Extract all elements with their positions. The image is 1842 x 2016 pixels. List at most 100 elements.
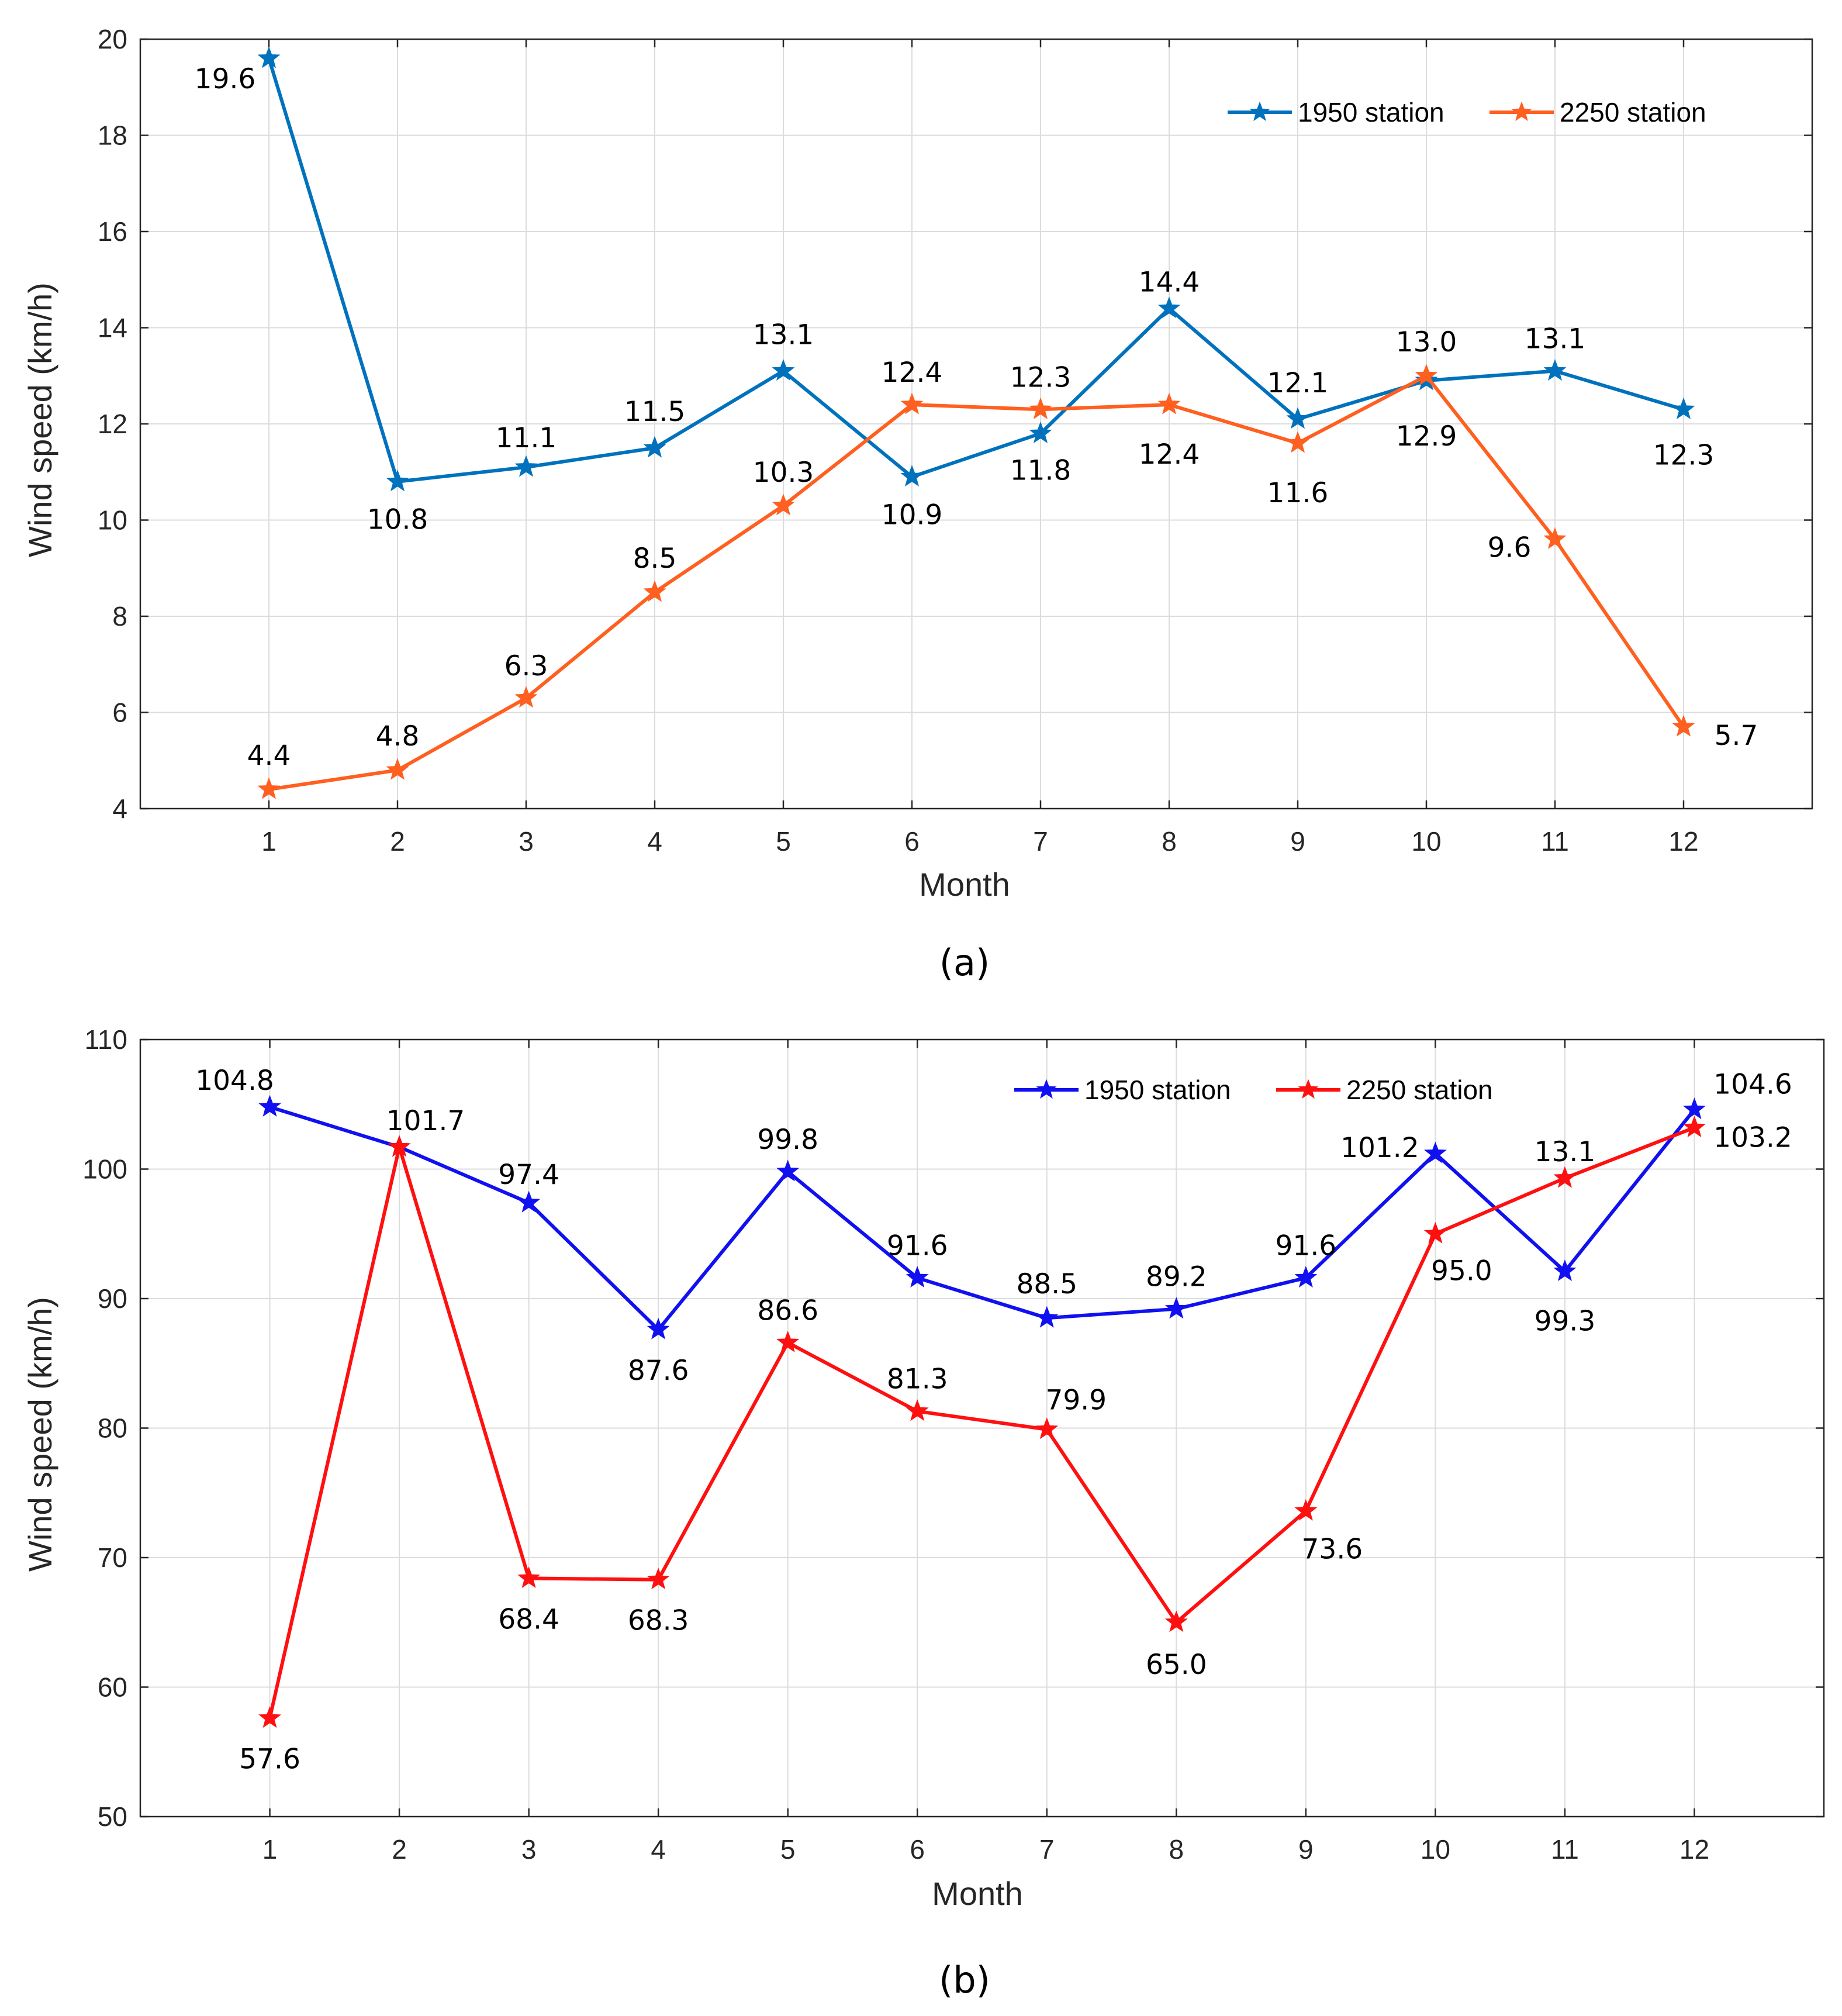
- legend-label: 2250 station: [1346, 1075, 1493, 1105]
- data-label: 12.4: [1139, 439, 1200, 471]
- x-tick-label: 1: [262, 1834, 278, 1865]
- y-tick-label: 70: [98, 1542, 127, 1573]
- data-label: 12.1: [1267, 367, 1329, 399]
- x-tick-label: 6: [904, 826, 920, 857]
- data-label: 68.3: [628, 1605, 689, 1637]
- data-label: 4.8: [376, 720, 420, 752]
- data-label: 14.4: [1139, 267, 1200, 299]
- data-point-marker: [906, 1399, 929, 1421]
- data-label: 57.6: [239, 1744, 300, 1776]
- data-point-marker: [1035, 1417, 1059, 1439]
- legend-label: 1950 station: [1298, 97, 1444, 127]
- x-tick-label: 1: [261, 826, 277, 857]
- data-point-marker: [517, 1190, 541, 1213]
- legend-marker: [1298, 1079, 1319, 1099]
- data-point-marker: [1553, 1259, 1577, 1282]
- data-label: 89.2: [1146, 1261, 1207, 1293]
- data-point-marker: [772, 493, 795, 516]
- x-tick-label: 2: [390, 826, 405, 857]
- data-label: 103.2: [1713, 1122, 1792, 1154]
- data-point-marker: [1672, 714, 1695, 737]
- x-tick-label: 3: [519, 826, 534, 857]
- data-point-marker: [257, 777, 281, 799]
- data-point-marker: [1553, 1166, 1577, 1188]
- data-point-marker: [514, 455, 538, 477]
- data-point-marker: [258, 1706, 281, 1728]
- data-point-marker: [1543, 359, 1567, 381]
- data-label: 10.8: [367, 504, 428, 536]
- data-point-marker: [772, 359, 795, 381]
- legend-marker: [1249, 101, 1270, 121]
- y-tick-label: 50: [98, 1801, 127, 1832]
- data-label: 101.2: [1340, 1132, 1419, 1164]
- y-tick-label: 6: [112, 698, 127, 728]
- y-tick-label: 12: [98, 409, 127, 439]
- x-tick-label: 8: [1169, 1834, 1184, 1865]
- data-label: 10.9: [882, 499, 943, 531]
- data-point-marker: [647, 1317, 670, 1340]
- data-point-marker: [1294, 1499, 1318, 1521]
- y-tick-label: 8: [112, 601, 127, 631]
- y-tick-label: 100: [82, 1154, 127, 1185]
- x-tick-label: 5: [780, 1834, 796, 1865]
- y-tick-label: 14: [98, 313, 127, 343]
- data-point-marker: [257, 46, 281, 68]
- axes-box: [139, 38, 1813, 810]
- y-tick-label: 90: [98, 1283, 127, 1314]
- data-point-marker: [388, 1135, 411, 1157]
- data-label: 11.8: [1010, 454, 1072, 486]
- data-label: 11.6: [1267, 477, 1329, 509]
- data-label: 104.8: [195, 1065, 274, 1097]
- series-line: [269, 1105, 1696, 1333]
- data-label: 12.3: [1010, 361, 1072, 393]
- x-tick-label: 7: [1039, 1834, 1055, 1865]
- x-tick-label: 11: [1551, 1834, 1579, 1865]
- data-label: 6.3: [504, 650, 548, 682]
- data-label: 13.1: [1525, 323, 1586, 355]
- data-point-marker: [906, 1266, 929, 1288]
- data-point-marker: [1415, 364, 1438, 386]
- legend-label: 1950 station: [1084, 1075, 1231, 1105]
- data-point-marker: [900, 392, 924, 415]
- x-tick-label: 7: [1033, 826, 1048, 857]
- data-point-marker: [1157, 296, 1181, 319]
- y-axis-label: Wind speed (km/h): [22, 282, 58, 557]
- data-label: 12.9: [1396, 420, 1457, 453]
- x-tick-label: 4: [647, 826, 662, 857]
- data-label: 9.6: [1488, 531, 1532, 564]
- data-label: 5.7: [1715, 720, 1758, 752]
- data-label: 19.6: [195, 63, 256, 95]
- legend-marker: [1511, 101, 1532, 121]
- data-point-marker: [1164, 1610, 1188, 1632]
- data-label: 68.4: [498, 1603, 559, 1635]
- data-point-marker: [1157, 392, 1181, 415]
- data-label: 79.9: [1045, 1385, 1107, 1417]
- legend-label: 2250 station: [1560, 97, 1706, 127]
- data-label: 91.6: [887, 1230, 948, 1262]
- y-tick-label: 110: [85, 1024, 127, 1055]
- x-tick-label: 6: [910, 1834, 925, 1865]
- series-line: [268, 373, 1685, 792]
- data-label: 10.3: [753, 457, 814, 489]
- data-label: 101.7: [386, 1105, 465, 1137]
- data-point-marker: [1423, 1141, 1447, 1164]
- y-tick-label: 18: [98, 120, 127, 151]
- data-point-marker: [517, 1566, 541, 1588]
- data-point-marker: [1029, 421, 1052, 443]
- x-tick-label: 11: [1541, 826, 1569, 857]
- x-tick-label: 12: [1679, 1834, 1709, 1865]
- data-label: 99.3: [1535, 1305, 1596, 1337]
- data-point-marker: [1683, 1097, 1706, 1120]
- data-point-marker: [776, 1330, 800, 1352]
- data-label: 11.1: [496, 422, 557, 454]
- y-axis-label: Wind speed (km/h): [22, 1297, 58, 1572]
- data-label: 91.6: [1276, 1230, 1337, 1262]
- x-tick-label: 10: [1411, 826, 1441, 857]
- panel-caption: (a): [939, 941, 990, 984]
- x-tick-label: 9: [1298, 1834, 1314, 1865]
- y-tick-label: 80: [98, 1413, 127, 1444]
- data-point-marker: [1035, 1306, 1059, 1328]
- x-tick-label: 2: [392, 1834, 407, 1865]
- x-tick-label: 9: [1290, 826, 1305, 857]
